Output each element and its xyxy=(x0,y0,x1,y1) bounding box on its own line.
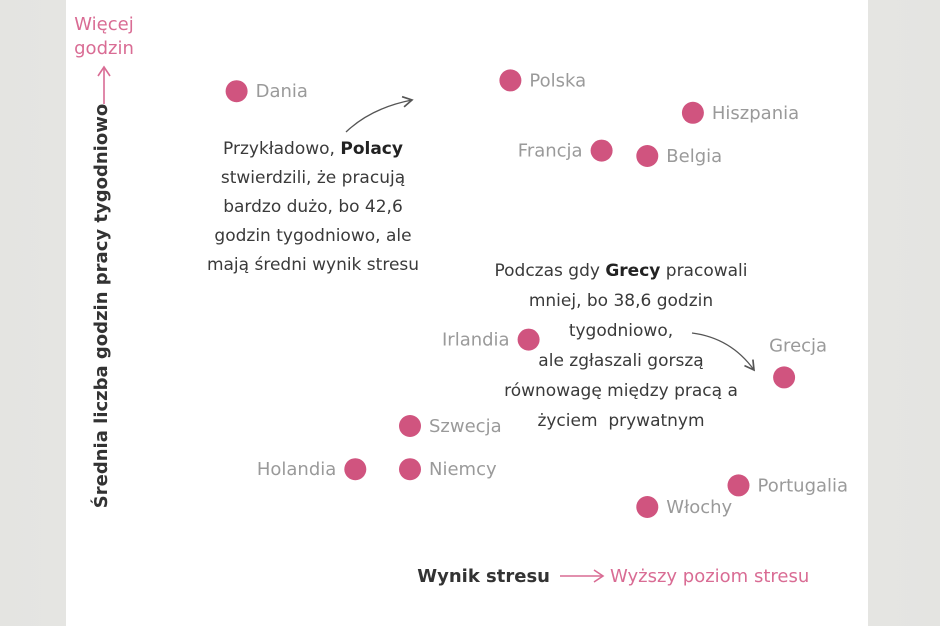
point-szwecja xyxy=(399,415,421,437)
annotation-text: godzin tygodniowo, ale xyxy=(214,226,411,246)
point-irlandia xyxy=(517,328,540,351)
annotation-line: godzin tygodniowo, ale xyxy=(214,226,411,246)
annotation-text: mniej, bo 38,6 godzin xyxy=(529,291,713,311)
point-label-hiszpania: Hiszpania xyxy=(712,103,799,124)
annotation-line: ale zgłaszali gorszą xyxy=(538,351,703,371)
annotation-text: pracowali xyxy=(660,261,747,281)
y-axis-hint-line-1: Więcej xyxy=(74,14,133,35)
scatter-chart: Więcej godzin Średnia liczba godzin prac… xyxy=(74,14,849,587)
point-holandia xyxy=(344,458,367,481)
annotation-text: równowagę między pracą a xyxy=(504,381,738,401)
point-label-niemcy: Niemcy xyxy=(429,459,497,480)
point-label-portugalia: Portugalia xyxy=(758,475,849,496)
point-label-francja: Francja xyxy=(518,141,583,162)
annotation-line: równowagę między pracą a xyxy=(504,381,738,401)
point-label-szwecja: Szwecja xyxy=(429,416,502,437)
point-label-belgia: Belgia xyxy=(666,146,722,167)
annotation-text: stwierdzili, że pracują xyxy=(221,168,405,188)
point-hiszpania xyxy=(681,101,704,124)
y-axis-hint-line-2: godzin xyxy=(74,38,134,59)
annotation-grecja: Podczas gdy Grecy pracowali mniej, bo 38,… xyxy=(495,261,748,431)
annotation-arrow-grecja xyxy=(691,332,755,372)
annotation-line: Przykładowo, Polacy xyxy=(223,139,403,159)
annotation-layer: Przykładowo, Polacy stwierdzili, że pracu… xyxy=(207,139,748,431)
annotation-text: ale zgłaszali gorszą xyxy=(538,351,703,371)
annotation-polska: Przykładowo, Polacy stwierdzili, że pracu… xyxy=(207,139,419,275)
point-polska xyxy=(499,69,522,92)
annotation-text: bardzo dużo, bo 42,6 xyxy=(223,197,403,217)
y-axis-title: Średnia liczba godzin pracy tygodniowo xyxy=(90,104,112,508)
y-axis-arrow-up-icon xyxy=(97,65,111,104)
point-belgia xyxy=(636,145,659,167)
annotation-line: mniej, bo 38,6 godzin xyxy=(529,291,713,311)
point-label-polska: Polska xyxy=(529,70,586,91)
point-wlochy xyxy=(636,496,659,518)
annotation-arrow-polska xyxy=(345,95,414,133)
point-niemcy xyxy=(399,458,421,481)
annotation-line: życiem prywatnym xyxy=(537,411,704,431)
points-layer: Dania Polska Hiszpania Francja Belgia Irlandi… xyxy=(225,69,849,518)
annotation-line: bardzo dużo, bo 42,6 xyxy=(223,197,403,217)
x-axis-title: Wynik stresu xyxy=(417,566,550,587)
x-axis-arrow-right-icon xyxy=(560,569,605,583)
annotation-line: stwierdzili, że pracują xyxy=(221,168,405,188)
point-label-holandia: Holandia xyxy=(257,459,336,480)
point-label-wlochy: Włochy xyxy=(666,497,732,518)
point-label-dania: Dania xyxy=(256,81,308,102)
annotation-text: tygodniowo, xyxy=(569,321,673,341)
annotation-line: tygodniowo, xyxy=(569,321,673,341)
point-label-irlandia: Irlandia xyxy=(442,330,510,351)
annotation-bold-text: Grecy xyxy=(605,261,660,281)
annotation-text: Przykładowo, xyxy=(223,139,340,159)
point-label-grecja: Grecja xyxy=(769,335,827,356)
annotation-line: Podczas gdy Grecy pracowali xyxy=(495,261,748,281)
annotation-text: życiem prywatnym xyxy=(537,411,704,431)
point-dania xyxy=(225,80,248,103)
annotation-text: Podczas gdy xyxy=(495,261,606,281)
annotation-line: mają średni wynik stresu xyxy=(207,255,419,275)
annotation-bold-text: Polacy xyxy=(340,139,403,159)
point-portugalia xyxy=(727,474,750,497)
x-axis-hint: Wyższy poziom stresu xyxy=(610,566,809,587)
chart-panel: Więcej godzin Średnia liczba godzin prac… xyxy=(66,0,868,626)
point-francja xyxy=(590,139,613,162)
point-grecja xyxy=(773,366,796,389)
annotation-text: mają średni wynik stresu xyxy=(207,255,419,275)
